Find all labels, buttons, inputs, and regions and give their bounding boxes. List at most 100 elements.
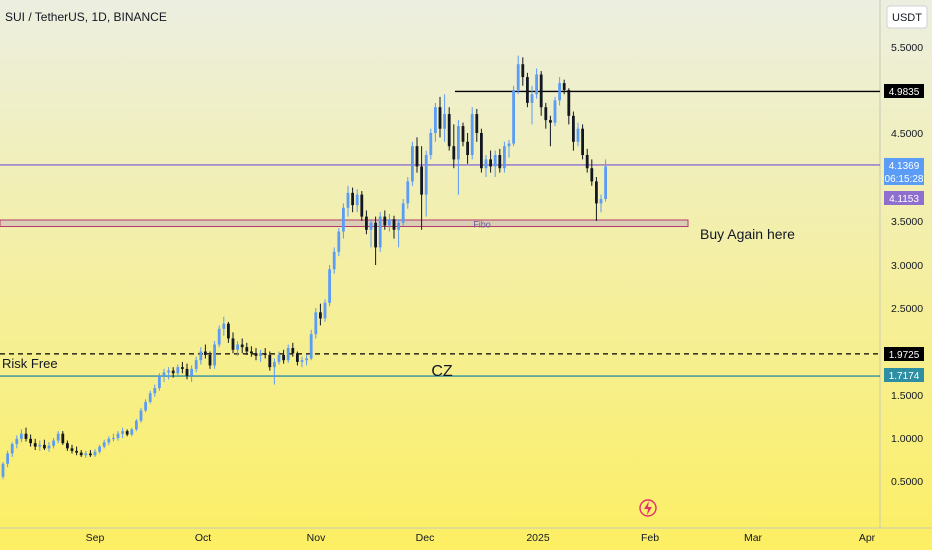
candle-body (512, 90, 515, 144)
candle-body (112, 438, 115, 439)
candle-body (328, 269, 331, 303)
candle-body (162, 372, 166, 376)
candle-body (20, 433, 23, 439)
candle-body (401, 203, 405, 223)
candle-body (158, 375, 161, 389)
time-tick-label: Mar (744, 532, 763, 544)
candle-body (466, 141, 469, 155)
candle-body (415, 146, 419, 167)
risk-free-annotation[interactable]: Risk Free (2, 356, 58, 371)
candle-body (365, 216, 368, 230)
candle-body (185, 368, 189, 376)
candle-body (153, 388, 157, 394)
candle-body (167, 370, 170, 373)
candle-body (268, 354, 272, 368)
price-label: 1.9725 (889, 350, 920, 361)
candle-body (66, 443, 69, 449)
candle-body (89, 453, 92, 456)
candle-body (291, 348, 295, 354)
candle-body (277, 354, 281, 362)
buy-again-annotation[interactable]: Buy Again here (700, 226, 795, 242)
candle-body (70, 448, 74, 451)
candle-body (10, 444, 14, 454)
candle-body (231, 338, 235, 350)
candle-body (567, 90, 571, 116)
candle-body (236, 344, 239, 350)
candle-body (411, 146, 414, 182)
candle-body (29, 438, 32, 444)
price-label: 1.7174 (889, 371, 920, 382)
candle-body (273, 361, 276, 368)
candle-body (6, 453, 9, 464)
candle-body (309, 334, 313, 359)
price-tick-label: 3.0000 (891, 260, 923, 272)
candle-body (424, 155, 428, 195)
candle-body (576, 128, 580, 142)
candle-body (599, 199, 603, 204)
price-label: 4.1369 (889, 161, 920, 172)
candle-body (43, 444, 46, 449)
candle-body (181, 367, 184, 369)
candle-body (107, 438, 111, 443)
candle-body (130, 429, 134, 435)
candle-body (535, 74, 538, 95)
candle-body (227, 323, 230, 339)
candle-body (420, 166, 423, 195)
candle-body (263, 353, 267, 355)
candle-body (15, 438, 19, 445)
candle-body (562, 83, 566, 90)
time-tick-label: Apr (859, 532, 876, 544)
candle-body (319, 312, 322, 319)
cz-annotation[interactable]: CZ (431, 363, 453, 380)
candle-body (452, 146, 456, 160)
candle-body (259, 353, 262, 356)
candle-body (457, 126, 460, 160)
candle-body (461, 126, 465, 142)
price-label: 4.1153 (889, 194, 919, 205)
price-tick-label: 1.0000 (891, 433, 923, 445)
candle-body (176, 367, 180, 374)
time-tick-label: Feb (641, 532, 659, 544)
time-tick-label: Dec (416, 532, 435, 544)
candle-body (24, 433, 28, 439)
candle-body (33, 443, 37, 447)
candle-body (595, 181, 598, 204)
candle-body (503, 146, 506, 169)
candle-body (549, 120, 552, 123)
candle-body (305, 358, 308, 361)
currency-button[interactable]: USDT (892, 12, 922, 24)
candle-body (434, 107, 437, 133)
candle-body (539, 74, 543, 108)
price-label: 4.9835 (889, 87, 920, 98)
price-label-box (884, 84, 924, 98)
candle-body (208, 354, 212, 366)
candle-body (443, 114, 446, 129)
candle-body (56, 433, 60, 441)
candle-body (392, 219, 396, 230)
candle-body (438, 107, 442, 129)
time-tick-label: 2025 (526, 532, 550, 544)
time-tick-label: Sep (86, 532, 105, 544)
candle-body (346, 192, 350, 208)
lightning-icon-ring[interactable] (639, 499, 657, 517)
lightning-icon[interactable] (644, 501, 652, 515)
candle-body (190, 368, 193, 376)
candle-body (47, 445, 51, 449)
currency-button-box[interactable] (886, 5, 928, 29)
price-label-box (884, 191, 924, 205)
candle-body (475, 114, 479, 133)
candle-body (296, 353, 299, 362)
price-tick-label: 1.5000 (891, 390, 923, 402)
price-label: 06:15:28 (885, 174, 924, 185)
candle-body (52, 440, 55, 446)
candle-body (507, 143, 511, 147)
candle-body (484, 159, 488, 169)
candle-body (530, 94, 534, 103)
candle-body (199, 351, 203, 361)
candle-body (61, 433, 65, 444)
candle-body (332, 251, 336, 270)
candle-body (84, 453, 88, 456)
